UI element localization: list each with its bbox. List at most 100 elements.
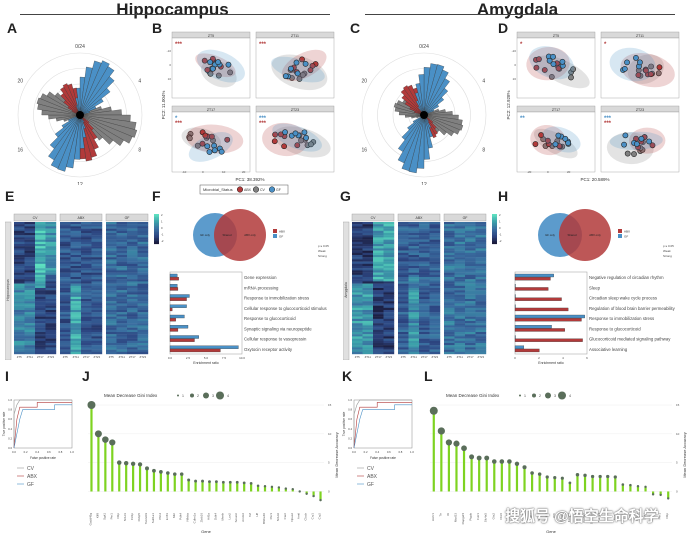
heatmap-cell <box>362 316 374 319</box>
heatmap-cell <box>127 288 138 291</box>
heatmap-cell <box>475 233 487 236</box>
heatmap-cell <box>45 246 57 249</box>
heatmap-cell <box>429 281 441 284</box>
heatmap-cell <box>419 294 430 297</box>
panel-label-c: C <box>350 20 361 36</box>
heatmap-cell <box>398 263 409 267</box>
heatmap-cell <box>454 277 466 280</box>
heatmap-cell <box>45 241 57 245</box>
heatmap-cell <box>24 285 36 289</box>
enrichment-bar-GF <box>514 294 516 298</box>
p-legend-label: Strong <box>318 254 327 258</box>
gene-label: Sox2ot <box>234 513 238 523</box>
heatmap-cell <box>116 222 128 225</box>
enrichment-bar-ABX <box>514 348 540 353</box>
lollipop-head <box>277 486 281 489</box>
enrichment-bar-GF <box>169 294 190 298</box>
gene-label: Sult1a1 <box>151 513 155 524</box>
heatmap-cell <box>352 222 363 225</box>
y-tick-label: 15 <box>676 403 680 407</box>
roc-curve-ABX <box>13 402 72 449</box>
heatmap-cell <box>60 233 71 236</box>
heatmap-cell <box>362 294 374 297</box>
heatmap-cell <box>60 316 71 319</box>
heatmap-cell <box>81 312 92 315</box>
gene-label: Tef <box>248 513 252 517</box>
heatmap-cell <box>465 343 476 346</box>
heatmap-cell <box>454 338 466 341</box>
heatmap-cell <box>373 305 384 308</box>
heatmap-cell <box>35 318 46 322</box>
heatmap-cell <box>45 299 57 302</box>
y-axis-label: True positive rate <box>342 412 346 437</box>
group-label: ABX <box>415 216 423 220</box>
heatmap-cell <box>383 285 395 289</box>
heatmap-cell <box>116 290 128 293</box>
heatmap-cell <box>475 305 487 308</box>
gene-label: Aqp1 <box>544 513 548 520</box>
heatmap-cell <box>398 239 409 242</box>
heatmap-cell <box>429 307 441 311</box>
heatmap-cell <box>383 263 395 267</box>
lollipop-head <box>537 472 542 476</box>
enrichment-bar-GF <box>169 304 187 308</box>
heatmap-cell <box>45 248 57 251</box>
heatmap-cell <box>106 345 117 348</box>
heatmap-cell <box>24 281 36 284</box>
heatmap-cell <box>70 246 82 249</box>
heatmap-cell <box>24 347 36 350</box>
column-label: ZT11 <box>27 355 34 359</box>
heatmap-cell <box>127 312 138 315</box>
heatmap-cell <box>14 250 25 253</box>
heatmap-cell <box>465 318 476 322</box>
heatmap-cell <box>419 303 430 306</box>
heatmap-cell <box>24 288 36 291</box>
heatmap-cell <box>444 259 455 262</box>
heatmap-cell <box>45 332 57 335</box>
data-point-GF <box>225 61 232 68</box>
heatmap-cell <box>60 259 71 262</box>
heatmap-cell <box>475 321 487 324</box>
heatmap-cell <box>454 288 466 291</box>
heatmap-cell <box>24 294 36 297</box>
heatmap-cell <box>91 347 103 350</box>
heatmap-cell <box>444 325 455 328</box>
heatmap-cell <box>444 261 455 264</box>
heatmap-cell <box>116 345 128 348</box>
lollipop-head <box>583 473 587 478</box>
heatmap-cell <box>362 290 374 293</box>
heatmap-cell <box>429 296 441 300</box>
heatmap-cell <box>81 274 92 278</box>
heatmap-cell <box>137 241 149 245</box>
heatmap-cell <box>137 255 149 258</box>
heatmap-cell <box>373 314 384 317</box>
heatmap-cell <box>454 224 466 227</box>
lollipop-head <box>116 460 122 465</box>
enrichment-bar-GF <box>514 325 552 329</box>
heatmap-cell <box>419 233 430 236</box>
heatmap-cell <box>398 303 409 306</box>
heatmap-cell <box>419 239 430 242</box>
heatmap-cell <box>35 224 46 227</box>
venn-legend-label: ABX <box>279 230 285 234</box>
heatmap-cell <box>465 316 476 319</box>
heatmap-cell <box>454 241 466 245</box>
heatmap-cell <box>45 244 57 247</box>
heatmap-cell <box>444 349 455 352</box>
heatmap-cell <box>408 303 420 306</box>
data-point-GF <box>302 60 309 67</box>
heatmap-cell <box>137 288 149 291</box>
heatmap-cell <box>81 237 92 240</box>
heatmap-cell <box>465 292 476 295</box>
column-label: ZT5 <box>355 355 360 359</box>
heatmap-cell <box>475 272 487 275</box>
gene-label: Ttr <box>438 513 442 517</box>
legend-label: CV <box>367 466 375 472</box>
heatmap-cell <box>91 340 103 344</box>
heatmap-cell <box>24 327 36 330</box>
heatmap-cell <box>429 244 441 247</box>
data-point-GF <box>562 135 569 142</box>
heatmap-cell <box>35 305 46 308</box>
